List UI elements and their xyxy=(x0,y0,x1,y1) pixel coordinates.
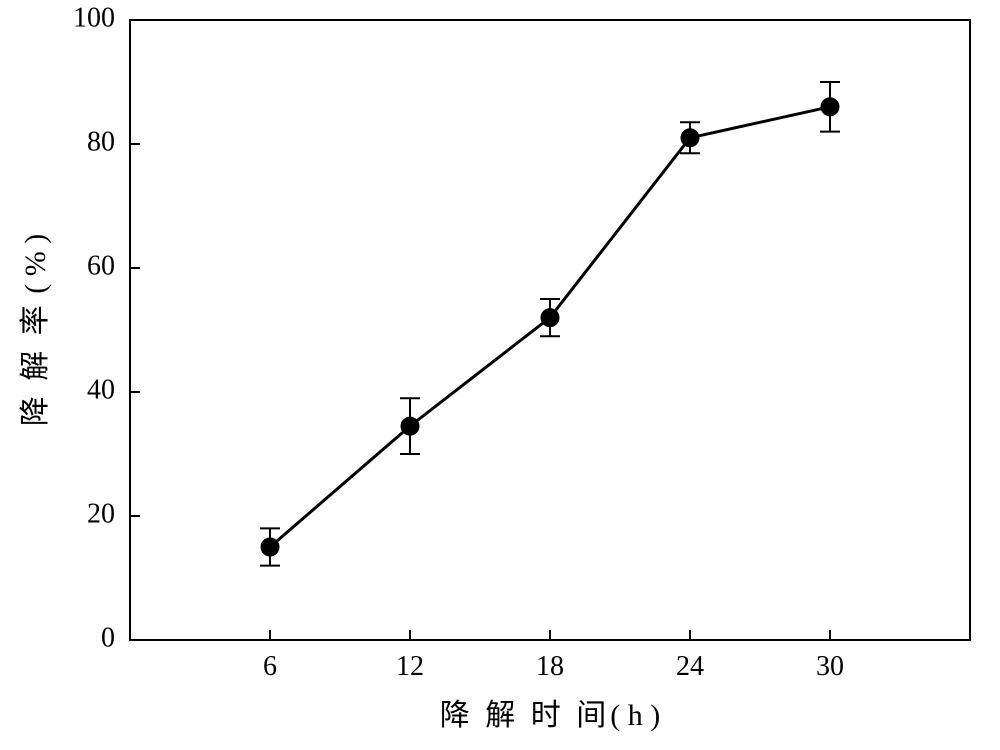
y-axis-label: 降 解 率 ( % ) xyxy=(19,234,52,426)
data-marker xyxy=(261,538,279,556)
svg-text:24: 24 xyxy=(676,651,704,682)
svg-text:100: 100 xyxy=(73,2,115,33)
svg-text:30: 30 xyxy=(816,651,844,682)
svg-text:60: 60 xyxy=(87,250,115,281)
svg-text:6: 6 xyxy=(263,651,277,682)
chart-container: 0 20 40 60 80 100 6 12 18 24 30 降 解 率 ( % ) 降 解 时 间(… xyxy=(0,0,1000,750)
x-axis-label: 降 解 时 间( h ) xyxy=(440,699,660,732)
data-marker xyxy=(401,417,419,435)
svg-text:0: 0 xyxy=(101,622,115,653)
svg-text:20: 20 xyxy=(87,498,115,529)
data-marker xyxy=(821,98,839,116)
svg-text:18: 18 xyxy=(536,651,564,682)
line-chart: 0 20 40 60 80 100 6 12 18 24 30 降 解 率 ( % ) 降 解 时 间(… xyxy=(0,0,1000,750)
data-marker xyxy=(541,309,559,327)
svg-text:40: 40 xyxy=(87,374,115,405)
svg-text:12: 12 xyxy=(396,651,424,682)
data-marker xyxy=(681,129,699,147)
svg-text:80: 80 xyxy=(87,126,115,157)
